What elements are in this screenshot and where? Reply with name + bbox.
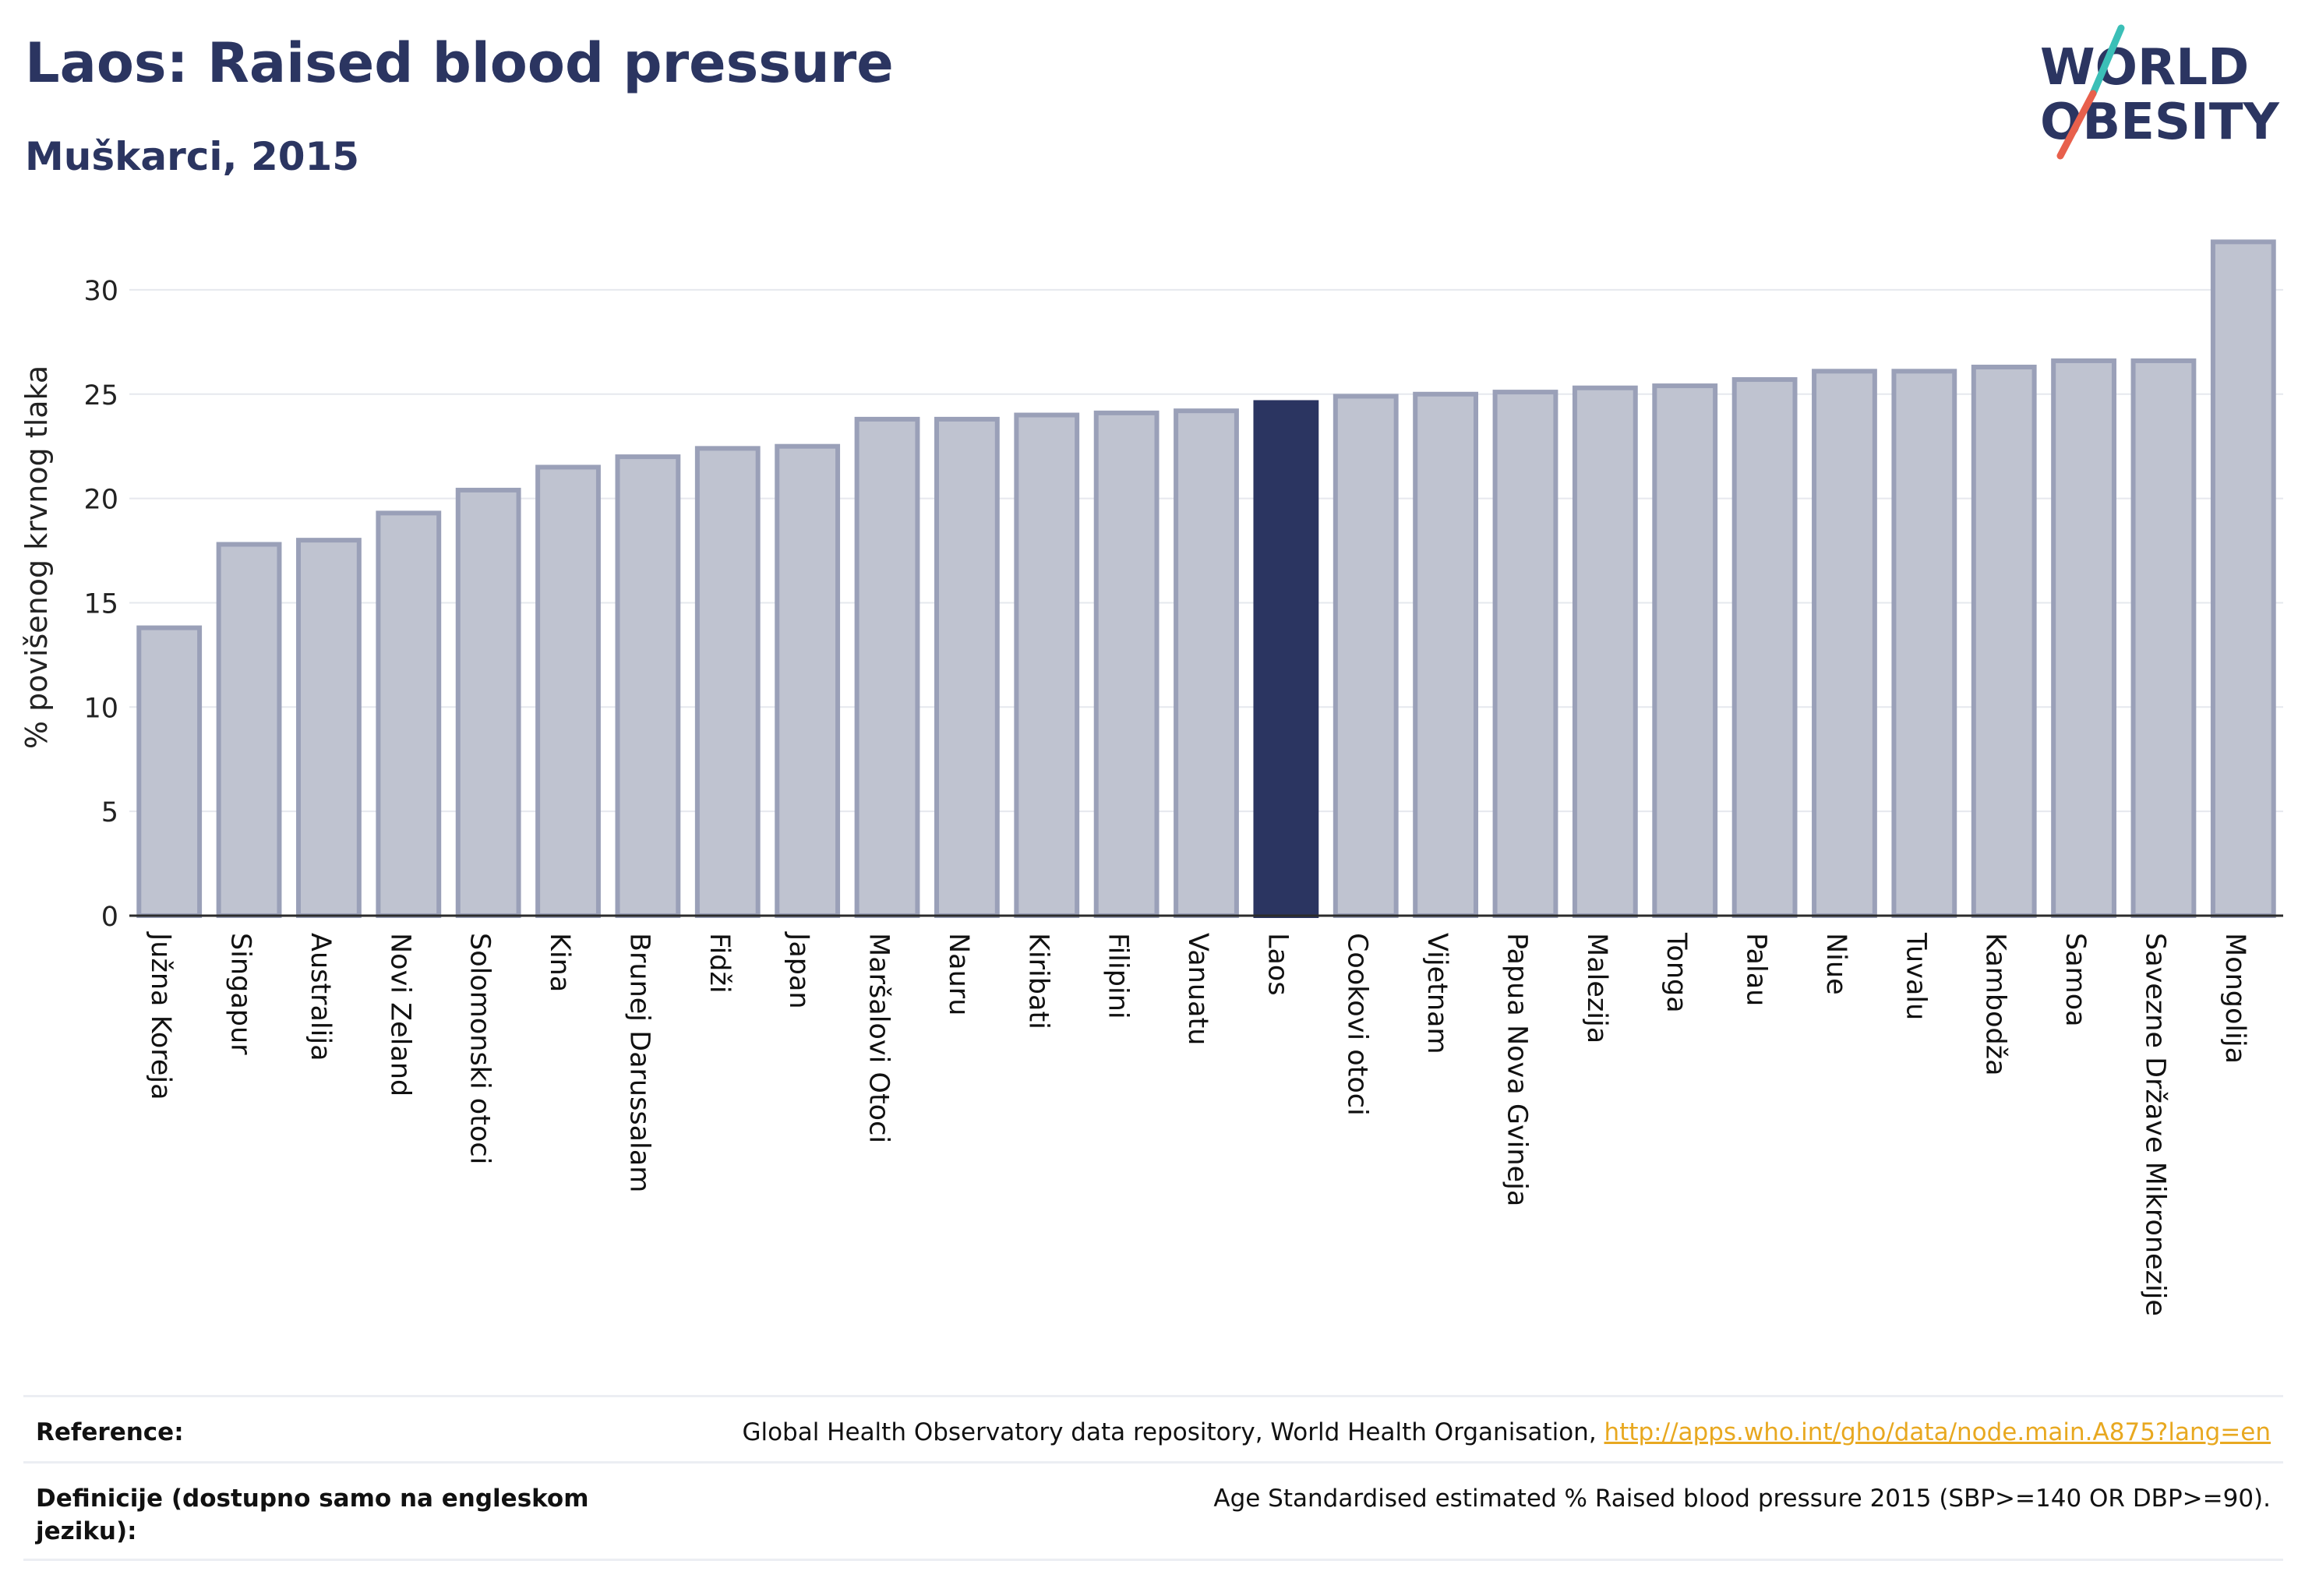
bar-chart: 0 5 10 15 20 25 30 Južna Koreja Singapur Austral… — [19, 239, 2283, 1316]
x-tick-label: Japan — [783, 931, 814, 1009]
bar-solomonski-otoci — [455, 487, 521, 918]
x-tick-label: Nauru — [943, 933, 974, 1015]
bar-novi-zeland — [376, 510, 442, 918]
logo-slash-teal — [2089, 24, 2125, 97]
x-tick-label: Solomonski otoci — [464, 933, 496, 1164]
bar-japan — [775, 443, 841, 918]
page-title: Laos: Raised blood pressure — [25, 31, 894, 95]
x-tick-label: Vijetnam — [1421, 933, 1453, 1054]
logo-slash-red — [2056, 90, 2097, 160]
reference-link[interactable]: http://apps.who.int/gho/data/node.main.A… — [1604, 1418, 2271, 1446]
bar-palau — [1731, 377, 1798, 918]
x-tick-label: Tonga — [1661, 932, 1692, 1013]
x-tick-label: Brunej Darussalam — [623, 933, 655, 1192]
bar-cookovi-otoci — [1333, 394, 1399, 918]
y-axis-label: % povišenog krvnog tlaka — [19, 365, 54, 749]
x-tick-label: Cookovi otoci — [1342, 933, 1373, 1116]
x-tick-label: Južna Koreja — [145, 931, 176, 1100]
bar-niue — [1812, 369, 1877, 919]
logo-line1: WORLD — [2040, 39, 2249, 97]
x-tick-label: Malezija — [1581, 933, 1612, 1043]
bar-kina — [535, 464, 601, 918]
bar-papua-nova-gvineja — [1492, 390, 1558, 919]
x-tick-label: Samoa — [2060, 933, 2091, 1027]
bar-maršalovi-otoci — [854, 416, 920, 918]
x-tick-label: Palau — [1741, 933, 1772, 1006]
x-tick-label: Laos — [1262, 933, 1293, 996]
definition-label: Definicije (dostupno samo na engleskom j… — [36, 1485, 589, 1545]
bar-kiribati — [1014, 412, 1080, 918]
bar-nauru — [934, 416, 1000, 918]
x-tick-labels: Južna Koreja Singapur Australija Novi Zelan… — [145, 931, 2250, 1316]
reference-label: Reference: — [36, 1418, 184, 1446]
y-tick-label: 20 — [83, 485, 118, 516]
bar-singapur — [216, 542, 282, 918]
reference-value: Global Health Observatory data repositor… — [742, 1416, 2271, 1449]
y-tick-label: 0 — [101, 902, 118, 933]
bar-laos — [1253, 400, 1319, 918]
bar-australija — [296, 538, 362, 919]
x-tick-label: Savezne Države Mikronezije — [2139, 933, 2170, 1316]
bar-vanuatu — [1174, 408, 1239, 918]
references-table: Reference: Global Health Observatory dat… — [23, 1395, 2283, 1561]
x-tick-label: Kina — [544, 933, 575, 992]
x-tick-label: Kambodža — [1980, 933, 2011, 1076]
bar-tuvalu — [1891, 369, 1957, 919]
x-tick-label: Vanuatu — [1182, 933, 1213, 1045]
reference-text: Global Health Observatory data repositor… — [742, 1418, 1604, 1446]
page-subtitle: Muškarci, 2015 — [25, 134, 360, 179]
bar-mongolija — [2210, 239, 2276, 919]
bar-brunej-darussalam — [615, 454, 681, 918]
bar-malezija — [1572, 385, 1638, 918]
bars — [136, 239, 2276, 919]
x-tick-label: Fidži — [704, 933, 735, 994]
x-tick-label: Australija — [305, 933, 336, 1061]
y-tick-labels: 0 5 10 15 20 25 30 — [83, 276, 118, 933]
y-tick-label: 25 — [83, 380, 118, 411]
y-tick-label: 5 — [101, 797, 118, 828]
y-tick-label: 10 — [83, 693, 118, 724]
world-obesity-logo: WORLD OBESITY — [2040, 24, 2279, 160]
bar-tonga — [1652, 383, 1718, 918]
bar-vijetnam — [1413, 391, 1479, 918]
definition-value: Age Standardised estimated % Raised bloo… — [1213, 1485, 2271, 1513]
x-tick-label: Maršalovi Otoci — [863, 933, 895, 1143]
x-tick-label: Niue — [1820, 933, 1851, 995]
x-tick-label: Novi Zeland — [384, 933, 415, 1096]
x-tick-label: Mongolija — [2219, 933, 2250, 1064]
bar-fidži — [694, 446, 761, 918]
y-tick-label: 30 — [83, 276, 118, 307]
bar-savezne-države-mikronezije — [2130, 358, 2197, 918]
bar-filipini — [1093, 410, 1160, 918]
bar-kambodža — [1971, 364, 2037, 918]
x-tick-label: Papua Nova Gvineja — [1501, 933, 1532, 1206]
bar-južna-koreja — [136, 625, 203, 918]
reference-row: Reference: Global Health Observatory dat… — [23, 1395, 2283, 1461]
x-tick-label: Filipini — [1103, 933, 1134, 1019]
x-tick-label: Tuvalu — [1900, 932, 1931, 1020]
definition-row: Definicije (dostupno samo na engleskom j… — [23, 1461, 2283, 1561]
x-tick-label: Kiribati — [1022, 933, 1054, 1029]
y-tick-label: 15 — [83, 588, 118, 620]
bar-samoa — [2051, 358, 2116, 918]
x-tick-label: Singapur — [225, 933, 256, 1055]
